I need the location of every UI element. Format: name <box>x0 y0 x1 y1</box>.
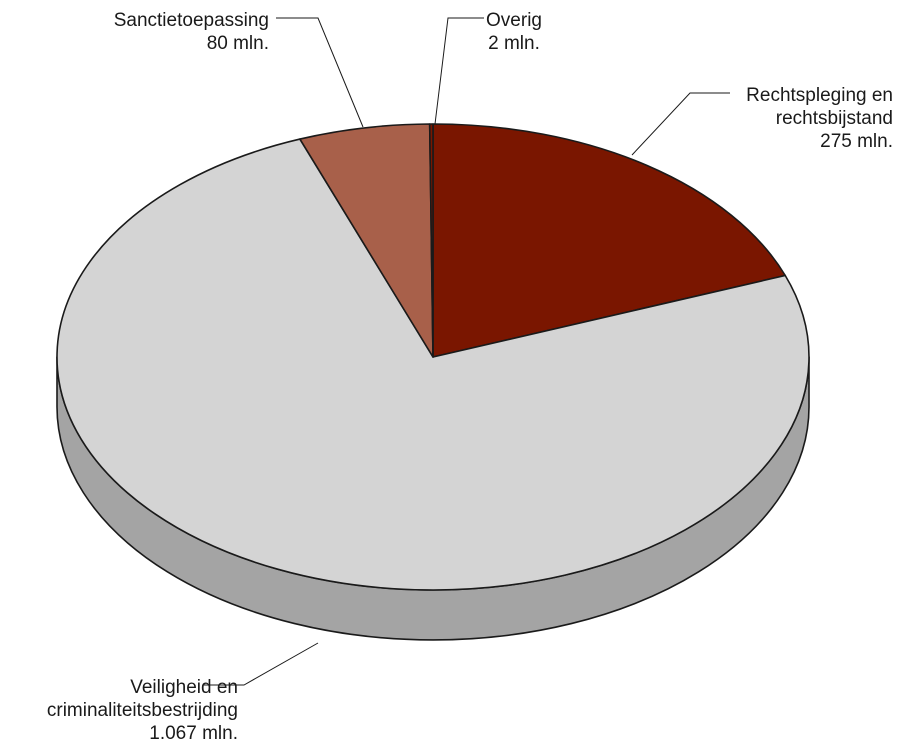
label-leaders <box>204 17 730 686</box>
leader-veiligheid-en-criminaliteitsbestrijding <box>204 642 319 686</box>
slice-rechtspleging-en-rechtsbijstand <box>432 123 787 358</box>
label-overig: Overig 2 mln. <box>486 10 542 54</box>
label-rechtspleging-en-rechtsbijstand: Rechtspleging en rechtsbijstand 275 mln. <box>746 85 893 152</box>
leader-overig <box>434 17 484 125</box>
slice-overig <box>428 123 434 358</box>
label-sanctietoepassing: Sanctietoepassing 80 mln. <box>114 10 269 54</box>
label-veiligheid-en-criminaliteitsbestrijding: Veiligheid en criminaliteitsbestrijding 1.… <box>47 677 238 744</box>
leader-rechtspleging-en-rechtsbijstand <box>631 92 730 156</box>
slice-labels: Rechtspleging en rechtsbijstand 275 mln. Ve… <box>47 10 893 744</box>
slice-sanctietoepassing <box>299 123 434 358</box>
leader-sanctietoepassing <box>276 17 364 128</box>
pie-slices <box>56 123 810 591</box>
slice-veiligheid-en-criminaliteitsbestrijding <box>56 138 810 591</box>
